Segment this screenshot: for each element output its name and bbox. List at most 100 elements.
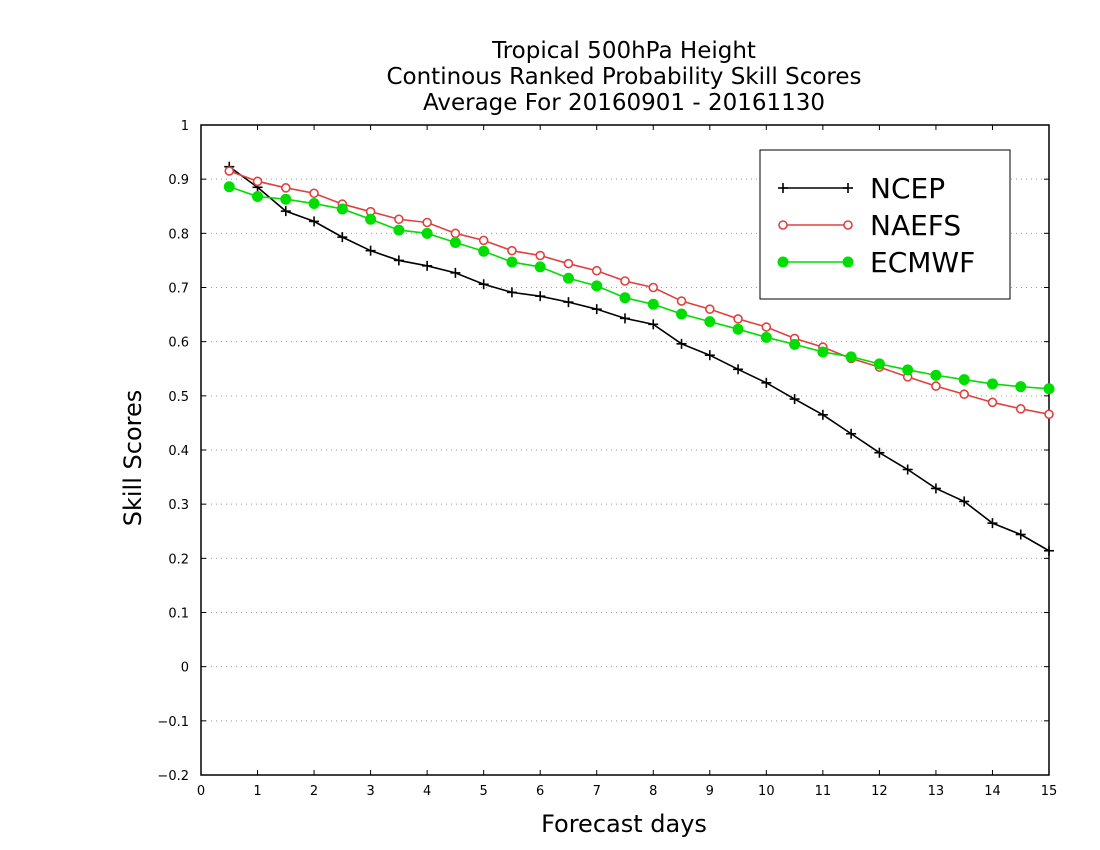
series-line-ncep — [228, 166, 1050, 552]
point-naefs — [507, 245, 517, 256]
x-tick-label: 9 — [706, 784, 714, 799]
point-ncep — [280, 206, 291, 217]
point-ncep — [422, 260, 433, 271]
point-ecmwf — [676, 308, 688, 320]
x-tick-label: 4 — [423, 784, 431, 799]
point-ecmwf — [760, 331, 772, 343]
point-ecmwf — [902, 364, 914, 376]
x-axis-label: Forecast days — [541, 810, 707, 838]
y-tick-label: 0.1 — [168, 607, 189, 622]
x-tick-label: 1 — [253, 784, 261, 799]
point-ncep — [337, 232, 348, 243]
point-ecmwf — [930, 369, 942, 381]
point-ecmwf — [534, 261, 546, 273]
point-naefs — [478, 235, 489, 246]
point-ecmwf — [789, 338, 801, 350]
point-ecmwf — [506, 256, 518, 268]
legend-marker-naefs — [778, 220, 788, 230]
point-naefs — [563, 258, 574, 269]
point-naefs — [733, 314, 743, 324]
point-ecmwf — [986, 378, 998, 390]
point-ncep — [733, 364, 744, 375]
y-tick-label: 0.8 — [168, 227, 189, 242]
legend-marker-ncep — [843, 183, 853, 193]
point-ncep — [676, 338, 687, 349]
series-layer — [223, 161, 1055, 556]
point-ecmwf — [958, 374, 970, 386]
point-ncep — [591, 304, 602, 315]
legend-marker-ecmwf — [842, 256, 854, 268]
point-naefs — [309, 188, 319, 199]
point-naefs — [535, 250, 546, 261]
point-naefs — [676, 296, 687, 306]
point-naefs — [394, 214, 404, 225]
title-line-2: Continous Ranked Probability Skill Score… — [386, 64, 861, 90]
point-ncep — [506, 287, 517, 298]
point-ecmwf — [704, 316, 716, 328]
x-tick-labels: 0 1 2 3 4 5 6 7 8 9 10 11 12 13 14 15 — [197, 784, 1057, 799]
x-tick-label: 14 — [984, 784, 1001, 799]
y-tick-label: 0.6 — [168, 336, 189, 351]
x-tick-label: 10 — [758, 784, 775, 799]
x-tick-label: 12 — [871, 784, 888, 799]
x-tick-label: 13 — [928, 784, 945, 799]
point-ecmwf — [252, 191, 264, 202]
point-ecmwf — [817, 346, 829, 358]
legend-label-ecmwf: ECMWF — [870, 246, 975, 279]
point-ecmwf — [478, 245, 490, 257]
point-naefs — [704, 304, 715, 314]
point-naefs — [959, 389, 970, 400]
x-tick-label: 7 — [593, 784, 601, 799]
point-ncep — [959, 496, 970, 507]
title-line-1: Tropical 500hPa Height — [491, 38, 756, 64]
point-naefs — [1015, 404, 1026, 414]
point-ecmwf — [223, 181, 235, 193]
point-naefs — [252, 176, 263, 187]
point-ncep — [365, 245, 376, 256]
point-ecmwf — [336, 203, 348, 215]
title-line-3: Average For 20160901 - 20161130 — [423, 90, 825, 116]
y-tick-label: 0.3 — [168, 498, 189, 513]
point-ncep — [846, 428, 857, 439]
point-naefs — [648, 282, 659, 293]
legend: NCEP NAEFS ECMWF — [759, 149, 1011, 300]
point-ncep — [1044, 545, 1054, 556]
point-ecmwf — [1043, 383, 1055, 395]
y-tick-label: 0.2 — [168, 552, 189, 567]
point-ecmwf — [562, 272, 574, 284]
y-tick-label: 0.7 — [168, 282, 189, 297]
point-ecmwf — [591, 280, 603, 292]
x-tick-label: 0 — [197, 784, 205, 799]
point-ncep — [987, 518, 998, 529]
y-tick-label: 1 — [181, 119, 189, 134]
point-naefs — [450, 228, 461, 239]
x-tick-label: 5 — [480, 784, 488, 799]
point-ncep — [478, 279, 489, 290]
point-naefs — [1044, 409, 1054, 420]
point-ecmwf — [280, 193, 292, 205]
point-ecmwf — [421, 227, 433, 239]
series-ncep — [224, 161, 1054, 556]
x-tick-label: 2 — [310, 784, 318, 799]
point-ncep — [874, 447, 885, 458]
point-ecmwf — [647, 298, 659, 310]
point-naefs — [987, 397, 998, 408]
point-ncep — [930, 483, 941, 494]
point-naefs — [931, 381, 941, 391]
x-tick-label: 11 — [815, 784, 832, 799]
axis-ticks — [200, 124, 1050, 776]
point-ncep — [704, 350, 715, 361]
point-ncep — [817, 409, 828, 420]
y-tick-label: 0 — [181, 661, 189, 676]
point-ncep — [450, 267, 461, 278]
point-ncep — [563, 297, 574, 308]
point-naefs — [761, 322, 772, 332]
point-ncep — [309, 216, 320, 227]
point-ecmwf — [845, 351, 857, 363]
point-naefs — [620, 276, 630, 286]
point-ncep — [535, 291, 546, 302]
point-ncep — [789, 394, 800, 405]
point-naefs — [280, 183, 291, 193]
legend-marker-naefs — [843, 220, 853, 230]
